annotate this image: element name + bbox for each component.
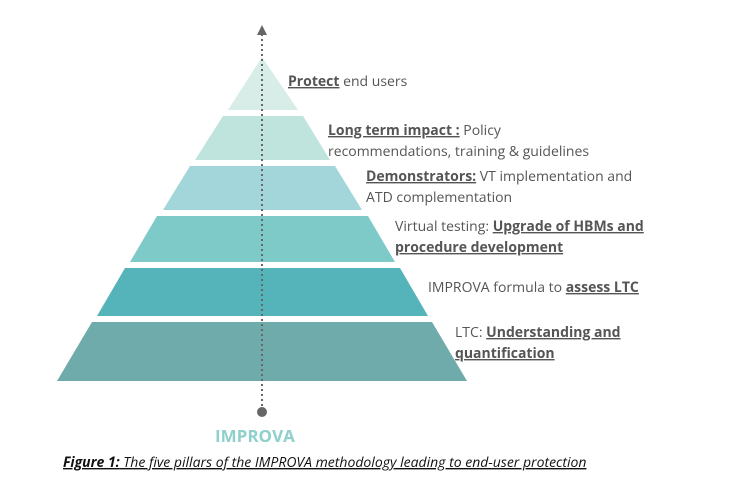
level-keyword: Demonstrators: <box>366 167 476 186</box>
level-keyword: Upgrade of HBMs and <box>493 217 644 236</box>
level-keyword: assess LTC <box>566 278 639 297</box>
level-keyword: Understanding and <box>486 323 620 342</box>
level-line: Protect end users <box>288 72 408 91</box>
axis-arrow <box>257 25 267 35</box>
level-line: IMPROVA formula to assess LTC <box>428 278 639 297</box>
level-keyword: Protect <box>288 72 339 91</box>
level-labels: Protect end users Long term impact : Poli… <box>288 72 644 363</box>
caption-text: The five pillars of the IMPROVA methodol… <box>120 453 587 472</box>
level-line: procedure development <box>395 238 563 257</box>
level-text: IMPROVA formula to <box>428 278 566 297</box>
pyramid-layer <box>97 268 428 316</box>
level-text: LTC: <box>455 323 486 342</box>
pyramid-layer <box>57 322 467 381</box>
level-text: Policy <box>460 121 502 140</box>
pyramid-layer <box>195 116 330 160</box>
level-line: Long term impact : Policy <box>328 121 502 140</box>
pyramid-layer <box>228 57 298 110</box>
axis-dot <box>257 407 267 417</box>
axis-label: IMPROVA <box>215 424 295 447</box>
level-keyword: Long term impact : <box>328 121 460 140</box>
pyramid-layer <box>163 166 362 210</box>
level-text: Virtual testing: <box>395 217 493 236</box>
level-keyword: procedure development <box>395 238 563 257</box>
level-line: ATD complementation <box>366 188 512 207</box>
level-line: Demonstrators: VT implementation and <box>366 167 632 186</box>
level-line: recommendations, training & guidelines <box>328 142 589 161</box>
level-text: ATD complementation <box>366 188 512 207</box>
caption-prefix: Figure 1: <box>63 453 120 472</box>
level-text: recommendations, training & guidelines <box>328 142 589 161</box>
level-text: end users <box>339 72 407 91</box>
level-keyword: quantification <box>455 344 555 363</box>
level-text: VT implementation and <box>476 167 632 186</box>
level-line: LTC: Understanding and <box>455 323 621 342</box>
caption: Figure 1: The five pillars of the IMPROV… <box>63 453 587 472</box>
level-line: Virtual testing: Upgrade of HBMs and <box>395 217 644 236</box>
level-line: quantification <box>455 344 555 363</box>
